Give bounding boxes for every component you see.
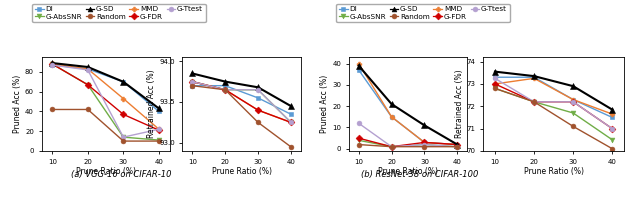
X-axis label: Prune Ratio (%): Prune Ratio (%) — [212, 167, 271, 176]
Legend: DI, G-AbsSNR, G-SD, Random, MMD, G-FDR, G-Ttest: DI, G-AbsSNR, G-SD, Random, MMD, G-FDR, … — [337, 4, 509, 22]
Text: (b) ResNet-38 on CIFAR-100: (b) ResNet-38 on CIFAR-100 — [360, 171, 478, 180]
Y-axis label: Retrained Acc (%): Retrained Acc (%) — [455, 70, 464, 138]
Text: (a) VGG-16 on CIFAR-10: (a) VGG-16 on CIFAR-10 — [71, 171, 172, 180]
X-axis label: Prune Ratio (%): Prune Ratio (%) — [76, 167, 136, 176]
X-axis label: Prune Ratio (%): Prune Ratio (%) — [524, 167, 584, 176]
Y-axis label: Pruned Acc (%): Pruned Acc (%) — [13, 75, 22, 133]
Y-axis label: Retrained Acc (%): Retrained Acc (%) — [147, 70, 156, 138]
X-axis label: Prune Ratio (%): Prune Ratio (%) — [378, 167, 438, 176]
Y-axis label: Pruned Acc (%): Pruned Acc (%) — [321, 75, 330, 133]
Legend: DI, G-AbsSNR, G-SD, Random, MMD, G-FDR, G-Ttest: DI, G-AbsSNR, G-SD, Random, MMD, G-FDR, … — [33, 4, 205, 22]
